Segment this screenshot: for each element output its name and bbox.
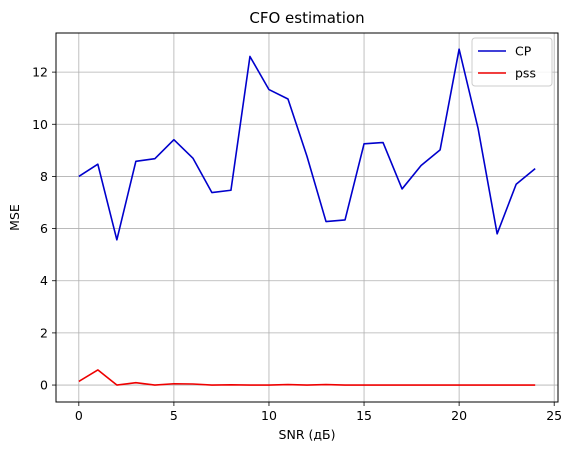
series-line-cp — [78, 48, 536, 241]
ticks: 0 5 10 15 20 25 0 2 4 6 8 10 12 — [32, 65, 562, 423]
y-tick-label: 8 — [40, 169, 48, 184]
grid — [56, 33, 558, 402]
series-layer — [78, 48, 536, 386]
y-tick-label: 4 — [40, 273, 48, 288]
x-tick-label: 20 — [451, 408, 467, 423]
legend: CP pss — [471, 37, 553, 87]
x-tick-label: 5 — [170, 408, 178, 423]
legend-box — [471, 37, 553, 87]
x-tick-label: 25 — [546, 408, 562, 423]
y-tick-label: 10 — [32, 117, 48, 132]
x-tick-label: 0 — [75, 408, 83, 423]
y-tick-label: 0 — [40, 378, 48, 393]
plot-frame — [55, 32, 559, 403]
chart-title: CFO estimation — [249, 9, 364, 27]
legend-label-cp: CP — [515, 44, 532, 59]
x-tick-label: 10 — [261, 408, 277, 423]
legend-label-pss: pss — [515, 66, 536, 81]
y-tick-label: 2 — [40, 325, 48, 340]
y-axis-label: MSE — [7, 204, 22, 231]
x-axis-label: SNR (дБ) — [279, 427, 336, 442]
x-tick-label: 15 — [356, 408, 372, 423]
y-tick-label: 12 — [32, 65, 48, 80]
series-line-pss — [78, 369, 536, 386]
y-tick-label: 6 — [40, 221, 48, 236]
